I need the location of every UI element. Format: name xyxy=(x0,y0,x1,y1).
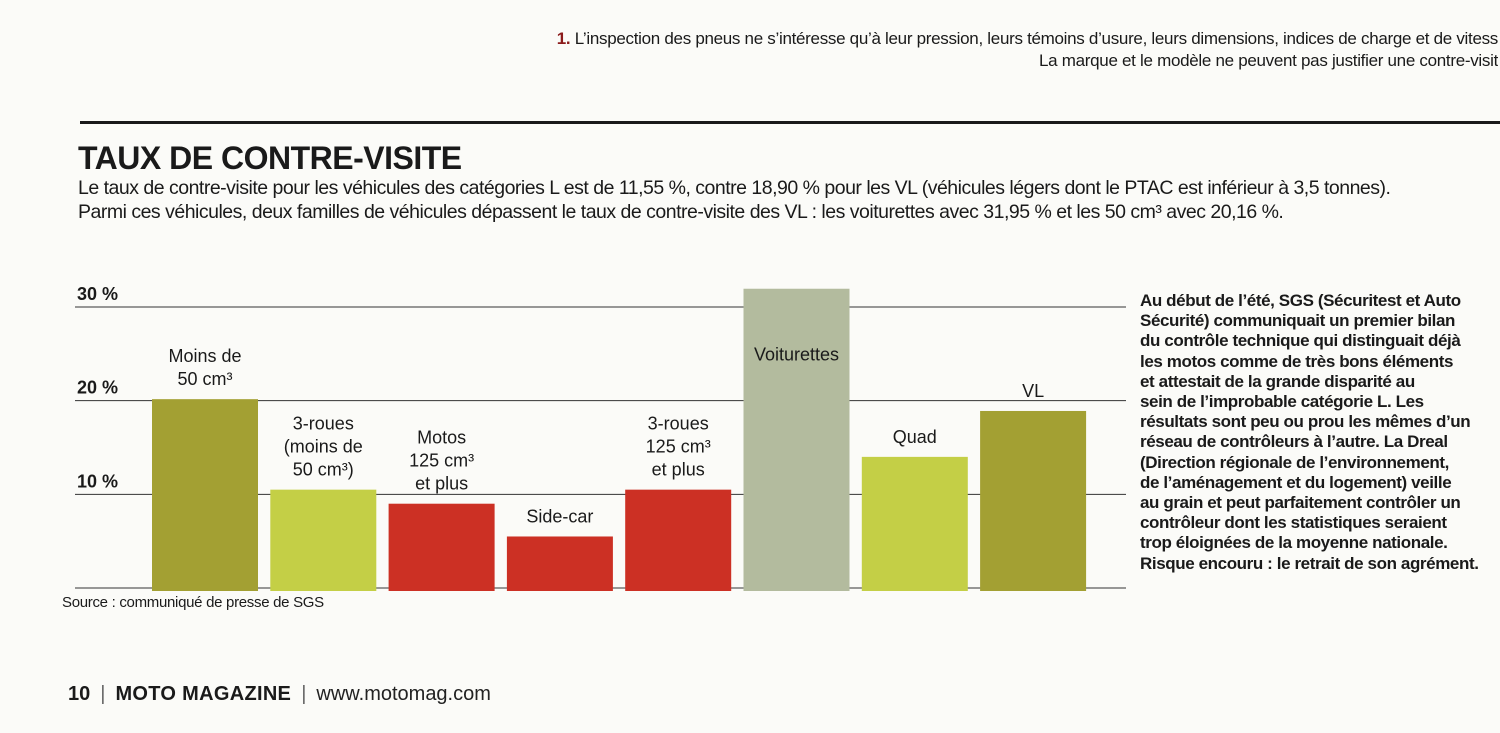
sidebar-line: Risque encouru : le retrait de son agrém… xyxy=(1140,553,1479,573)
y-tick-label: 30 % xyxy=(77,284,118,304)
sidebar-line: les motos comme de très bons éléments xyxy=(1140,351,1454,371)
category-label: 3-roues xyxy=(293,414,354,434)
footnote-line2: La marque et le modèle ne peuvent pas ju… xyxy=(1039,51,1498,70)
category-label: Quad xyxy=(893,427,937,447)
footer-separator: | xyxy=(100,683,106,705)
sidebar-line: du contrôle technique qui distinguait dé… xyxy=(1140,331,1461,351)
sidebar-line: de l’aménagement et du logement) veille xyxy=(1140,472,1452,492)
bar xyxy=(743,288,850,591)
sidebar-line: au grain et peut parfaitement contrôler … xyxy=(1140,493,1461,513)
bar xyxy=(388,503,495,591)
category-label: Moins de xyxy=(168,346,241,366)
article-title: TAUX DE CONTRE-VISITE xyxy=(78,140,462,176)
sidebar-line: et attestait de la grande disparité au xyxy=(1140,371,1415,391)
sidebar-text: Au début de l’été, SGS (Sécuritest et Au… xyxy=(1140,291,1500,574)
category-label: 50 cm³ xyxy=(177,369,232,389)
sidebar-line: réseau de contrôleurs à l’autre. La Drea… xyxy=(1140,432,1448,452)
article-intro: Le taux de contre-visite pour les véhicu… xyxy=(78,176,1488,224)
footnote-number: 1. xyxy=(556,29,571,48)
bar xyxy=(980,410,1087,591)
category-label: 3-roues xyxy=(648,414,709,434)
magazine-name: MOTO MAGAZINE xyxy=(115,683,292,705)
footnote-line1: L’inspection des pneus ne s’intéresse qu… xyxy=(574,29,1498,48)
bar xyxy=(506,536,613,591)
page-footer: 10 | MOTO MAGAZINE | www.motomag.com xyxy=(68,683,491,706)
intro-line-1: Le taux de contre-visite pour les véhicu… xyxy=(78,177,1391,199)
category-label: Motos xyxy=(417,428,466,448)
category-label: 125 cm³ xyxy=(646,437,711,457)
page-number: 10 xyxy=(68,683,91,705)
category-label: Voiturettes xyxy=(754,345,839,365)
y-tick-label: 10 % xyxy=(77,471,118,491)
section-divider xyxy=(80,121,1500,124)
chart-source: Source : communiqué de presse de SGS xyxy=(62,594,324,611)
sidebar-line: Au début de l’été, SGS (Sécuritest et Au… xyxy=(1140,291,1461,310)
category-label: VL xyxy=(1022,381,1044,401)
footnote: 1. L’inspection des pneus ne s’intéresse… xyxy=(398,28,1498,72)
category-label: Side-car xyxy=(526,506,593,526)
sidebar-line: contrôleur dont les statistiques seraien… xyxy=(1140,513,1447,533)
category-label: et plus xyxy=(652,460,705,480)
bar xyxy=(270,489,377,591)
bar xyxy=(625,489,732,591)
bar xyxy=(152,399,258,591)
category-label: (moins de xyxy=(284,437,363,457)
category-label: 50 cm³) xyxy=(293,460,354,480)
y-tick-label: 20 % xyxy=(77,378,118,398)
sidebar-line: trop éloignées de la moyenne nationale. xyxy=(1140,533,1448,553)
sidebar-line: (Direction régionale de l’environnement, xyxy=(1140,452,1449,472)
sidebar-line: résultats sont peu ou prou les mêmes d’u… xyxy=(1140,412,1471,432)
bar xyxy=(861,456,968,591)
intro-line-2: Parmi ces véhicules, deux familles de vé… xyxy=(78,201,1284,223)
website-link[interactable]: www.motomag.com xyxy=(316,683,491,705)
category-label: et plus xyxy=(415,474,468,494)
sidebar-line: Sécurité) communiquait un premier bilan xyxy=(1140,311,1456,331)
sidebar-line: sein de l’improbable catégorie L. Les xyxy=(1140,392,1424,412)
category-label: 125 cm³ xyxy=(409,451,474,471)
footer-separator: | xyxy=(301,683,307,705)
